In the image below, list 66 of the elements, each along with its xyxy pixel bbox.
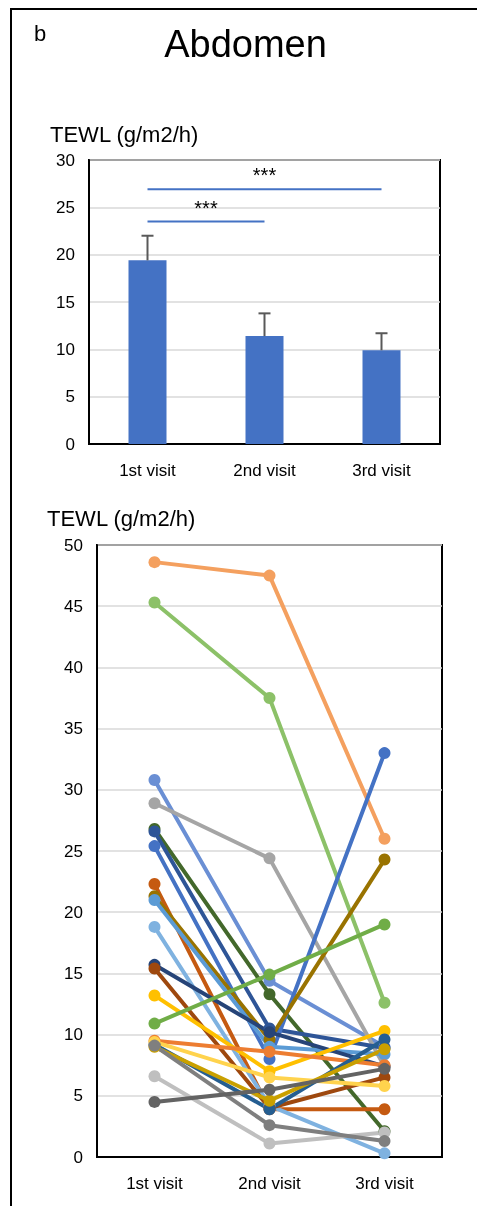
point [263, 1071, 276, 1084]
x-tick-label: 3rd visit [352, 461, 412, 480]
annotation: *** [194, 196, 218, 219]
y-axis-title: TEWL (g/m2/h) [50, 121, 199, 147]
point [148, 1017, 161, 1030]
point [263, 988, 276, 1001]
x-tick-label: 1st visit [119, 461, 177, 480]
point [148, 797, 161, 810]
point [378, 853, 391, 866]
x-tick-label: 2nd visit [238, 1174, 301, 1193]
y-tick-label: 20 [64, 902, 83, 922]
point [263, 852, 276, 865]
y-tick-label: 15 [64, 963, 83, 983]
point [378, 918, 391, 931]
point [263, 569, 276, 582]
point [263, 1026, 276, 1039]
y-tick-label: 35 [64, 719, 83, 739]
y-tick-label: 5 [73, 1086, 83, 1106]
y-tick-label: 25 [56, 197, 75, 217]
point [263, 1083, 276, 1096]
chart-title: Abdomen [164, 23, 327, 65]
y-tick-label: 10 [56, 339, 75, 359]
y-tick-label: 45 [64, 596, 83, 616]
point [378, 1147, 391, 1160]
y-tick-label: 0 [73, 1147, 83, 1167]
bar [245, 336, 284, 444]
y-tick-label: 30 [64, 780, 83, 800]
point [263, 1119, 276, 1132]
point [148, 1070, 161, 1083]
bar [362, 350, 401, 444]
point [263, 1137, 276, 1150]
point [148, 596, 161, 609]
y-axis-title: TEWL (g/m2/h) [47, 505, 196, 531]
y-tick-label: 30 [56, 150, 75, 170]
y-tick-label: 20 [56, 245, 75, 265]
x-tick-label: 3rd visit [355, 1174, 415, 1193]
point [263, 1094, 276, 1107]
point [378, 996, 391, 1009]
text: b [34, 20, 47, 46]
y-tick-label: 10 [64, 1025, 83, 1045]
point [378, 832, 391, 845]
y-tick-label: 5 [65, 387, 75, 407]
point [148, 774, 161, 786]
y-tick-label: 15 [56, 292, 75, 312]
y-tick-label: 40 [64, 657, 83, 677]
x-tick-label: 2nd visit [233, 461, 296, 480]
x-tick-label: 1st visit [126, 1174, 184, 1193]
point [378, 1135, 391, 1148]
point [148, 989, 161, 1002]
annotation: *** [252, 164, 277, 187]
point [378, 1103, 391, 1116]
point [263, 1045, 276, 1058]
point [148, 556, 161, 569]
point [148, 840, 161, 853]
y-tick-label: 50 [64, 535, 83, 555]
point [148, 962, 161, 975]
point [263, 968, 276, 981]
point [148, 1095, 161, 1108]
y-tick-label: 25 [64, 841, 83, 861]
y-tick-label: 0 [65, 434, 75, 454]
bar [128, 260, 167, 444]
point [378, 747, 391, 760]
point [148, 920, 161, 933]
point [148, 878, 161, 891]
point [378, 1080, 391, 1092]
point [263, 692, 276, 704]
